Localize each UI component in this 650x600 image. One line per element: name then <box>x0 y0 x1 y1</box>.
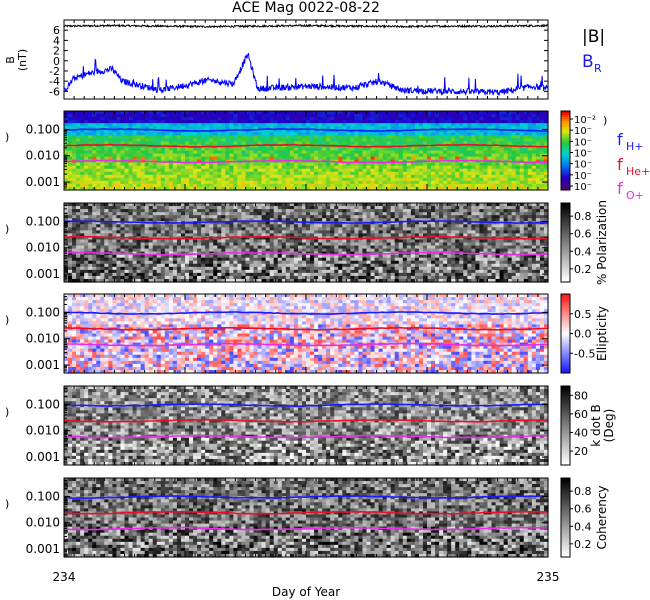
field-ytick-label: -6 <box>49 85 60 98</box>
colorbar-tick-label: 10⁻² <box>574 115 596 126</box>
colorbar-tick-label: 10⁻ <box>574 149 592 160</box>
plot-title: ACE Mag 0022-08-22 <box>232 0 380 16</box>
ytick-label: 0.010 <box>26 149 60 163</box>
series-br <box>64 53 548 95</box>
field-yunit: (nT) <box>16 49 29 71</box>
colorbar-tick-label: 10⁻ <box>574 126 592 137</box>
ytick-label: 0.100 <box>26 122 60 136</box>
colorbar-bracket: ) <box>603 114 607 127</box>
colorbar-tick-label: 10⁻ <box>574 171 592 182</box>
series-bmag <box>64 25 548 28</box>
colorbar-tick-label: 10⁻ <box>574 137 592 148</box>
freq-ylabel-stub: ) <box>5 131 9 144</box>
colorbar-tick-label: 10⁻ <box>574 182 592 193</box>
ytick-label: 0.001 <box>26 175 60 189</box>
colorbar-tick-label: 10⁻ <box>574 160 592 171</box>
